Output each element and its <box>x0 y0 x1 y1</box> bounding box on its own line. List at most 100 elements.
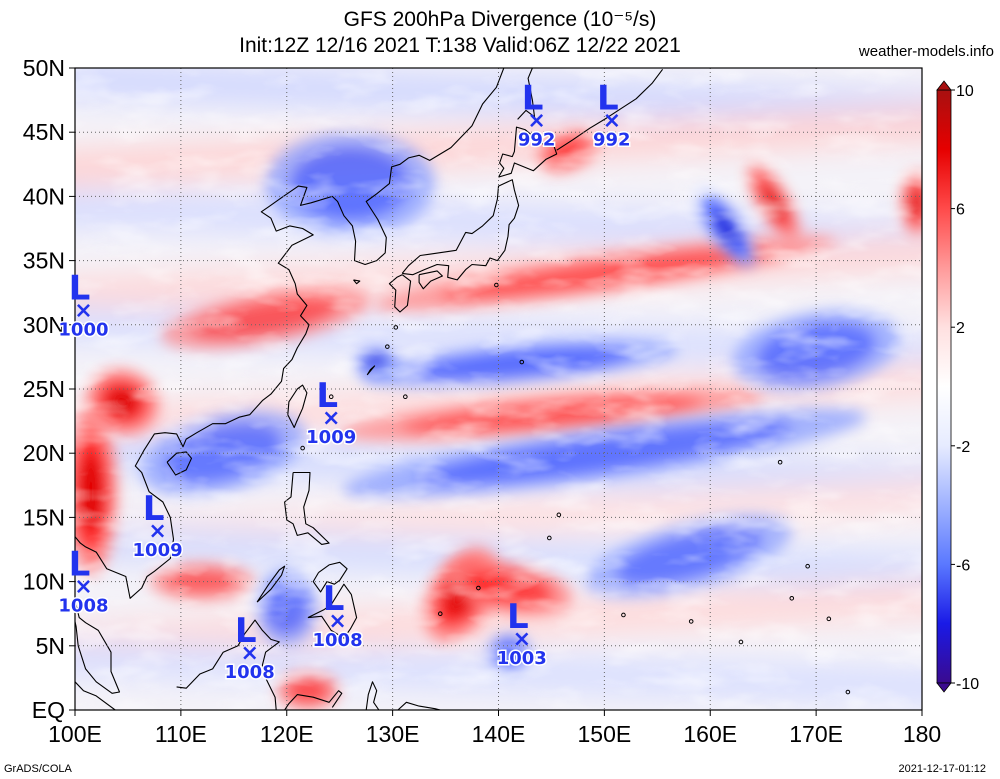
colorbar-tick-label: -10 <box>956 676 979 693</box>
low-pressure-value: 1000 <box>58 319 108 340</box>
low-pressure-value: 992 <box>593 129 631 150</box>
island <box>385 344 390 349</box>
colorbar-tick-label: 6 <box>956 202 965 219</box>
lon-tick-label: 150E <box>578 721 632 747</box>
low-center: L×1008 <box>57 544 110 618</box>
low-pressure-value: 1009 <box>133 540 183 561</box>
divergence-field-texture <box>75 68 922 710</box>
low-center-mark: × <box>322 406 340 431</box>
lat-tick-label: 10N <box>23 569 65 595</box>
latitude-labels: EQ 5N 10N 15N 20N 25N 30N 35N 40N 45N 50N <box>23 55 75 723</box>
coastline-taiwan <box>287 384 308 429</box>
coastline-asia-mainland <box>75 68 505 599</box>
low-symbol: L <box>69 268 91 308</box>
lat-tick-label: 30N <box>23 312 65 338</box>
coastline-ryukyu <box>366 365 376 376</box>
low-pressure-value: 992 <box>518 129 556 150</box>
island <box>777 459 783 465</box>
coastline-sulawesi <box>284 690 343 710</box>
low-center: L×1008 <box>223 611 276 685</box>
low-center-mark: × <box>513 627 531 652</box>
island <box>328 394 334 400</box>
coastline-japan-hokkaido <box>498 126 558 178</box>
coastline-borneo <box>176 619 280 710</box>
island <box>556 512 562 518</box>
island <box>519 359 525 365</box>
low-pressure-value: 1008 <box>313 630 363 651</box>
footer-timestamp: 2021-12-17-01:12 <box>898 763 986 775</box>
low-center: L×992 <box>591 78 632 152</box>
colorbar: 10 6 2 -2 -6 -10 <box>936 80 979 693</box>
low-symbol: L <box>235 611 257 651</box>
lat-tick-label: 50N <box>23 55 65 81</box>
lat-tick-label: 15N <box>23 504 65 530</box>
coastline-visayas <box>312 561 348 593</box>
low-center-mark: × <box>74 574 92 599</box>
lon-tick-label: 140E <box>472 721 526 747</box>
island <box>476 585 481 591</box>
coastline-kuril-islands <box>556 68 664 151</box>
low-pressure-value: 1008 <box>58 595 108 616</box>
low-symbol: L <box>522 78 544 118</box>
low-center-mark: × <box>74 298 92 323</box>
island <box>393 325 399 330</box>
chart-title: GFS 200hPa Divergence (10⁻⁵/s) <box>343 8 657 31</box>
island <box>403 394 408 400</box>
lat-tick-label: 40N <box>23 183 65 209</box>
lat-tick-label: 25N <box>23 376 65 402</box>
low-pressure-value: 1003 <box>497 648 547 669</box>
lon-tick-label: 160E <box>683 721 737 747</box>
low-center: L×1003 <box>495 597 548 671</box>
coastline-japan-honshu <box>401 179 520 281</box>
low-center: L×1000 <box>57 268 110 342</box>
low-center-mark: × <box>527 108 545 133</box>
island <box>300 445 305 451</box>
coastline-palawan <box>256 565 286 603</box>
low-symbol: L <box>323 579 345 619</box>
colorbar-max-arrow <box>936 80 952 91</box>
low-symbol: L <box>69 544 91 584</box>
low-symbol: L <box>316 376 338 416</box>
colorbar-min-arrow <box>936 682 952 693</box>
lat-tick-label: 20N <box>23 440 65 466</box>
colorbar-tick-label: -2 <box>956 439 970 456</box>
coastline-halmahera <box>365 681 380 710</box>
lat-tick-label: 35N <box>23 248 65 274</box>
lon-tick-label: 100E <box>48 721 102 747</box>
island <box>306 429 312 434</box>
island <box>437 611 443 617</box>
lat-tick-label: EQ <box>32 697 65 723</box>
low-pressure-value: 1009 <box>306 427 356 448</box>
island <box>547 535 552 541</box>
low-center-mark: × <box>148 519 166 544</box>
lon-tick-label: 130E <box>366 721 420 747</box>
coastline-japan-shikoku <box>418 270 443 290</box>
lon-tick-label: 170E <box>789 721 843 747</box>
island <box>845 689 851 695</box>
island <box>621 612 626 618</box>
coastline-japan-kyushu <box>388 274 412 313</box>
coastlines <box>75 68 890 719</box>
coastline-malay-peninsula <box>75 536 121 694</box>
footer-software-label: GrADS/COLA <box>4 763 72 775</box>
coastline-hainan <box>166 451 193 476</box>
coastline-new-guinea <box>397 701 441 710</box>
longitude-labels: 100E 110E 120E 130E 140E 150E 160E 170E 180 <box>48 710 941 747</box>
low-pressure-value: 1008 <box>225 662 275 683</box>
low-center: L×1008 <box>311 579 364 653</box>
coastline-luzon <box>284 471 330 545</box>
colorbar-tick-label: 2 <box>956 320 965 337</box>
low-symbol: L <box>143 489 165 529</box>
brand-label: weather-models.info <box>858 43 994 60</box>
chart-subtitle: Init:12Z 12/16 2021 T:138 Valid:06Z 12/2… <box>239 34 681 57</box>
lat-tick-label: 5N <box>36 633 65 659</box>
coastline-sakhalin <box>517 68 536 120</box>
colorbar-tick-label: 10 <box>956 83 974 100</box>
coastline-sumatra <box>75 681 116 710</box>
island <box>826 616 832 622</box>
lon-tick-label: 180 <box>903 721 941 747</box>
island <box>886 715 890 719</box>
coastline-mindanao <box>307 583 358 639</box>
